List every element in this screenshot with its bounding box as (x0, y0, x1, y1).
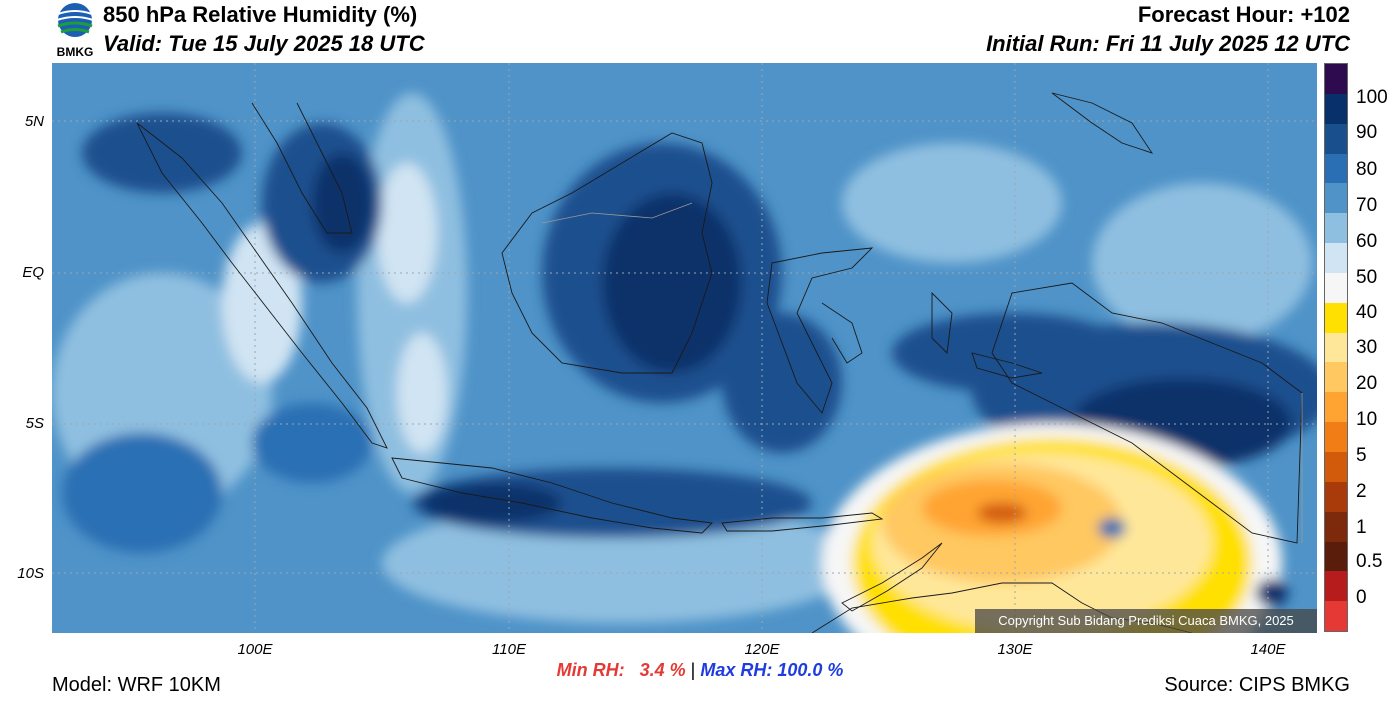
colorbar-label: 10 (1356, 409, 1378, 430)
lon-label-130e: 130E (997, 641, 1033, 658)
initial-run: Initial Run: Fri 11 July 2025 12 UTC (986, 31, 1350, 56)
valid-time: Valid: Tue 15 July 2025 18 UTC (103, 31, 425, 56)
logo-text: BMKG (57, 45, 94, 58)
colorbar-segment (1325, 481, 1347, 512)
colorbar-segment (1325, 601, 1347, 632)
max-rh-label: Max RH: (700, 660, 773, 680)
model-label: Model: WRF 10KM (52, 674, 221, 696)
colorbar-label: 100 (1356, 87, 1388, 108)
coastlines (136, 92, 1303, 634)
colorbar-label: 1 (1356, 517, 1367, 538)
colorbar-segment (1325, 302, 1347, 333)
colorbar-label: 80 (1356, 159, 1378, 180)
bmkg-logo: BMKG (52, 2, 98, 59)
lon-label-110e: 110E (492, 641, 526, 658)
colorbar-segment (1325, 332, 1347, 363)
lat-label-eq: EQ (22, 264, 44, 281)
colorbar-segment (1325, 541, 1347, 572)
map-canvas (52, 63, 1332, 703)
lon-label-120e: 120E (744, 641, 780, 658)
colorbar-segment (1325, 123, 1347, 154)
colorbar-segment (1325, 153, 1347, 184)
min-rh-value: 3.4 % (639, 660, 686, 680)
borders (541, 202, 1303, 543)
colorbar-segment (1325, 183, 1347, 214)
lat-label-5s: 5S (25, 415, 44, 432)
colorbar (1324, 63, 1348, 632)
colorbar-segment (1325, 511, 1347, 542)
stats-separator: | (690, 660, 696, 680)
colorbar-segment (1325, 213, 1347, 244)
copyright-text: Copyright Sub Bidang Prediksi Cuaca BMKG… (975, 609, 1317, 633)
colorbar-label: 30 (1356, 337, 1378, 358)
rh-stats: Min RH: 3.4 % | Max RH: 100.0 % (0, 660, 1400, 681)
colorbar-label: 0.5 (1356, 551, 1383, 572)
colorbar-label: 40 (1356, 302, 1378, 323)
colorbar-label: 2 (1356, 481, 1367, 502)
colorbar-label: 50 (1356, 267, 1378, 288)
colorbar-label: 5 (1356, 445, 1367, 466)
colorbar-segment (1325, 422, 1347, 452)
colorbar-label: 60 (1356, 231, 1378, 252)
colorbar-segment (1325, 93, 1347, 124)
min-rh-label: Min RH: (556, 660, 625, 680)
colorbar-label: 70 (1356, 195, 1378, 216)
lon-label-140e: 140E (1250, 641, 1286, 658)
humidity-map (52, 63, 1332, 703)
max-rh-value: 100.0 % (777, 660, 844, 680)
colorbar-label: 20 (1356, 373, 1378, 394)
map-title: 850 hPa Relative Humidity (%) (103, 2, 418, 27)
colorbar-segment (1325, 392, 1347, 423)
colorbar-segment (1325, 243, 1347, 273)
colorbar-segment (1325, 362, 1347, 393)
colorbar-segment (1325, 64, 1347, 94)
colorbar-segment (1325, 571, 1347, 602)
colorbar-segment (1325, 451, 1347, 482)
colorbar-segment (1325, 272, 1347, 303)
lat-label-5n: 5N (24, 113, 44, 130)
lon-label-100e: 100E (237, 641, 273, 658)
forecast-hour: Forecast Hour: +102 (1137, 2, 1350, 27)
colorbar-label: 90 (1356, 122, 1378, 143)
lat-label-10s: 10S (17, 565, 44, 582)
source-label: Source: CIPS BMKG (1164, 674, 1350, 696)
colorbar-label: 0 (1356, 587, 1367, 608)
